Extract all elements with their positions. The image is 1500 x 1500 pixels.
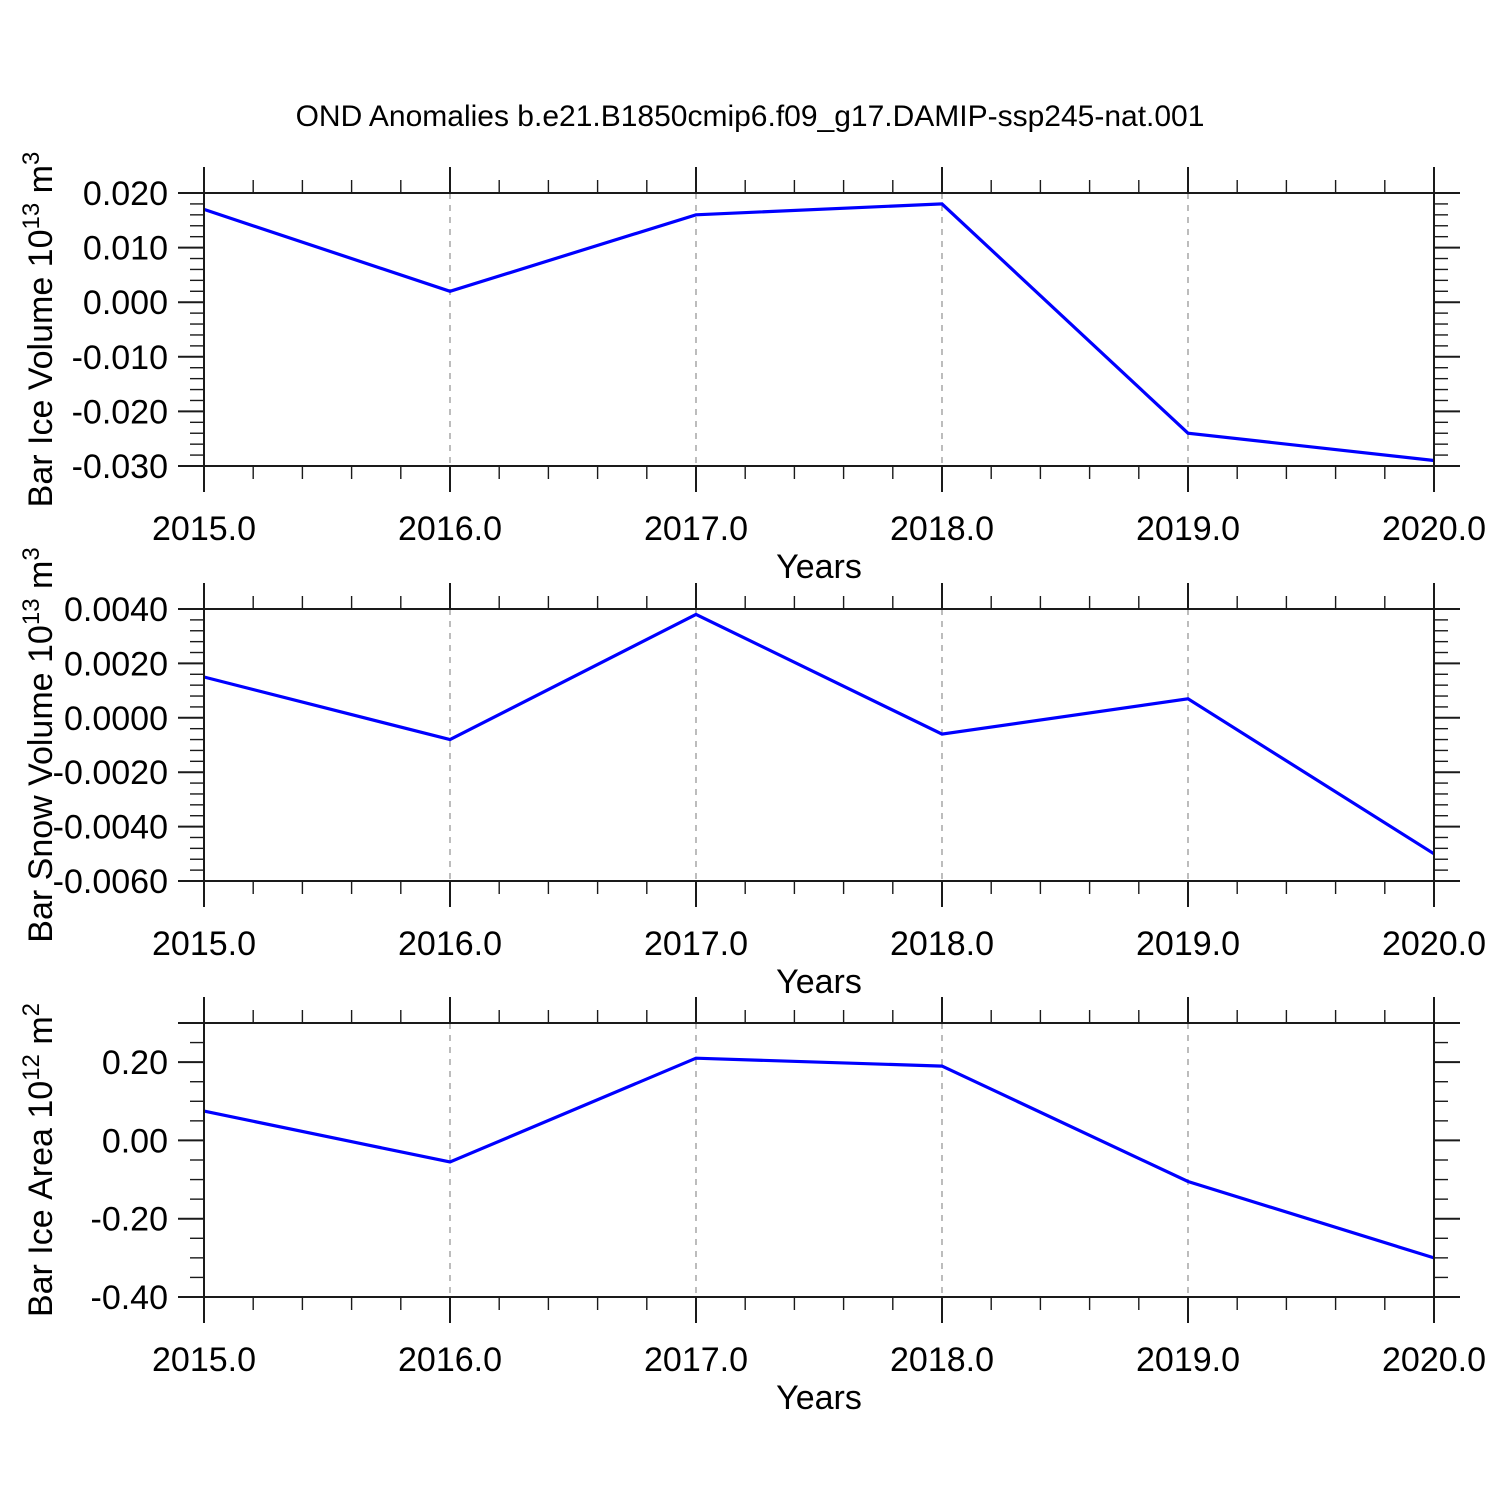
x-tick-label: 2017.0 <box>644 925 748 963</box>
y-axis-title: Bar Ice Area 1012 m2 <box>18 1003 60 1317</box>
y-axis-title: Bar Ice Volume 1013 m3 <box>18 152 60 508</box>
x-axis-title: Years <box>776 1379 862 1417</box>
y-tick-label: 0.000 <box>83 284 168 322</box>
panel-bar-ice-volume: 2015.0 2016.0 2017.0 2018.0 2019.0 2020.0 0.02… <box>18 152 1486 586</box>
series-bar-snow-volume <box>203 612 1435 856</box>
x-tick-label: 2019.0 <box>1136 510 1240 548</box>
x-tick-label: 2018.0 <box>890 925 994 963</box>
panel-bar-ice-area: 2015.0 2016.0 2017.0 2018.0 2019.0 2020.0 0.20… <box>18 997 1486 1417</box>
y-tick-label: -0.010 <box>72 339 168 377</box>
x-tick-label: 2020.0 <box>1382 510 1486 548</box>
y-tick-label: 0.020 <box>83 175 168 213</box>
y-tick-label: 0.010 <box>83 230 168 268</box>
x-tick-label: 2020.0 <box>1382 1341 1486 1379</box>
x-tick-label: 2015.0 <box>152 1341 256 1379</box>
x-tick-label: 2016.0 <box>398 925 502 963</box>
y-tick-label: -0.40 <box>91 1279 169 1317</box>
x-tick-label: 2015.0 <box>152 510 256 548</box>
x-tick-label: 2017.0 <box>644 510 748 548</box>
x-tick-label: 2016.0 <box>398 510 502 548</box>
y-tick-label: 0.0020 <box>64 645 168 683</box>
panel-bar-snow-volume: 2015.0 2016.0 2017.0 2018.0 2019.0 2020.0 0.00… <box>18 547 1486 1001</box>
x-tick-label: 2015.0 <box>152 925 256 963</box>
series-bar-ice-volume <box>203 202 1435 463</box>
x-axis-title: Years <box>776 548 862 586</box>
y-tick-label: 0.0000 <box>64 700 168 738</box>
x-tick-label: 2018.0 <box>890 1341 994 1379</box>
y-tick-label: 0.0040 <box>64 591 168 629</box>
x-tick-label: 2020.0 <box>1382 925 1486 963</box>
y-tick-label: 0.20 <box>102 1044 168 1082</box>
series-bar-ice-area <box>203 1056 1435 1260</box>
y-tick-label: -0.20 <box>91 1201 169 1239</box>
y-tick-label: -0.0060 <box>53 863 168 901</box>
y-tick-label: -0.020 <box>72 393 168 431</box>
y-axis-title: Bar Snow Volume 1013 m3 <box>18 547 60 942</box>
x-tick-label: 2018.0 <box>890 510 994 548</box>
y-tick-label: 0.00 <box>102 1122 168 1160</box>
x-tick-label: 2017.0 <box>644 1341 748 1379</box>
x-tick-label: 2019.0 <box>1136 925 1240 963</box>
x-tick-label: 2016.0 <box>398 1341 502 1379</box>
y-tick-label: -0.030 <box>72 448 168 486</box>
y-tick-label: -0.0040 <box>53 809 168 847</box>
x-tick-label: 2019.0 <box>1136 1341 1240 1379</box>
x-axis-title: Years <box>776 963 862 1001</box>
y-tick-label: -0.0020 <box>53 754 168 792</box>
figure-title: OND Anomalies b.e21.B1850cmip6.f09_g17.D… <box>295 100 1205 133</box>
